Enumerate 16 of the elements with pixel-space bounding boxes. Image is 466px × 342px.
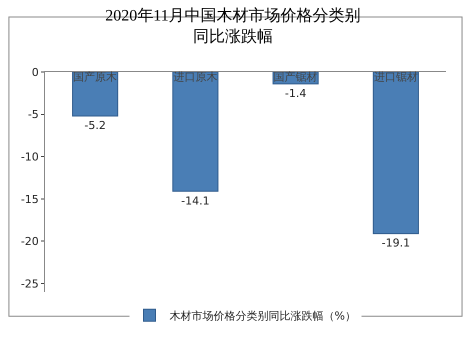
x-tick-label: 进口原木 [173, 70, 218, 84]
x-tick-label: 国产原木 [73, 70, 118, 84]
data-label: -5.2 [84, 119, 106, 132]
y-tick-label: -5 [28, 108, 39, 122]
y-tick-label: 0 [32, 66, 39, 79]
data-label: -19.1 [382, 236, 410, 250]
y-tick-label: -10 [20, 150, 39, 164]
legend-label: 木材市场价格分类别同比涨跌幅（%） [170, 310, 356, 323]
y-tick-label: -20 [20, 235, 39, 248]
y-tick-label: -15 [20, 192, 39, 206]
data-label: -14.1 [181, 194, 210, 208]
y-tick-label: -25 [20, 277, 39, 290]
data-label: -1.4 [284, 86, 306, 100]
x-tick-label: 国产锯材 [274, 70, 318, 84]
x-tick-label: 进口锯材 [374, 70, 418, 84]
chart-title: 2020年11月中国木材市场价格分类别同比涨跌幅 [105, 6, 361, 46]
